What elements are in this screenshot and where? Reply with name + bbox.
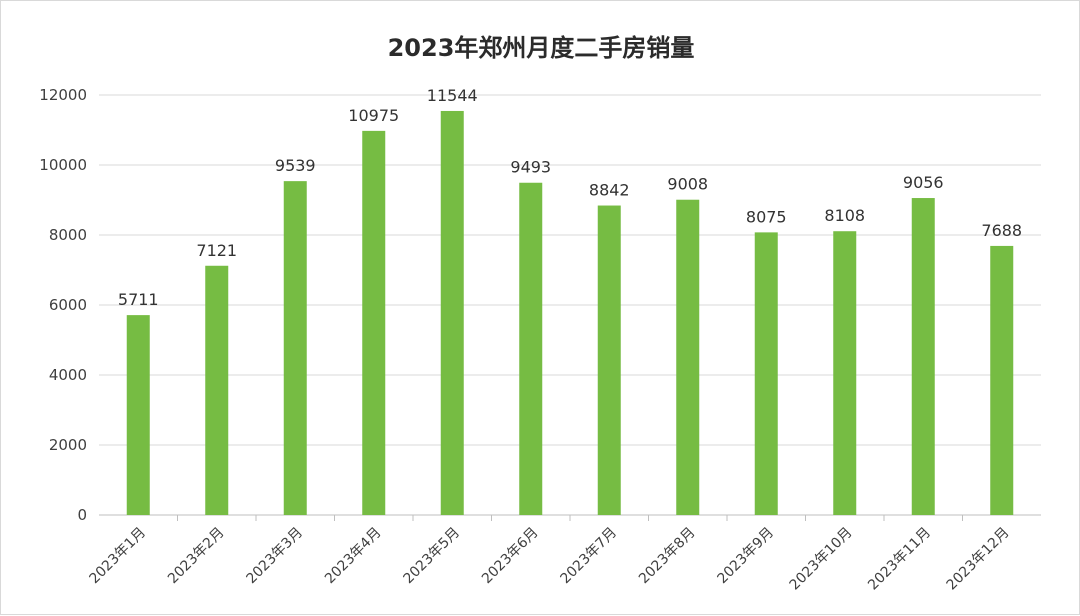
bars <box>126 110 1014 516</box>
bar <box>205 265 229 515</box>
y-tick-label: 8000 <box>49 226 87 244</box>
x-tick-label: 2023年11月 <box>865 525 934 594</box>
data-label: 10975 <box>348 106 399 125</box>
x-tick-label: 2023年10月 <box>787 525 856 594</box>
data-label: 5711 <box>118 290 159 309</box>
x-axis-ticks: 2023年1月 2023年2月 2023年3月 2023年4月 2023年5月 2023年… <box>86 515 1013 594</box>
data-labels: 5711 7121 9539 10975 11544 9493 8842 9008 8075 81… <box>118 86 1022 309</box>
data-label: 8108 <box>824 206 865 225</box>
bar <box>990 245 1014 516</box>
data-label: 7688 <box>981 221 1022 240</box>
bar <box>911 198 935 516</box>
chart-title: 2023年郑州月度二手房销量 <box>388 34 695 62</box>
bar <box>283 181 307 515</box>
x-tick-label: 2023年5月 <box>400 525 463 588</box>
bar <box>597 205 621 515</box>
data-label: 8075 <box>746 207 787 226</box>
bar <box>440 110 464 516</box>
x-tick-label: 2023年8月 <box>636 525 699 588</box>
bar <box>833 231 857 515</box>
bar <box>126 315 150 515</box>
x-tick-label: 2023年7月 <box>557 525 620 588</box>
bar <box>754 232 778 515</box>
data-label: 7121 <box>196 241 237 260</box>
y-tick-label: 10000 <box>39 156 87 174</box>
gridlines <box>99 94 1041 516</box>
y-tick-label: 12000 <box>39 86 87 104</box>
data-label: 9493 <box>510 158 551 177</box>
data-label: 9539 <box>275 156 316 175</box>
y-tick-label: 2000 <box>49 436 87 454</box>
data-label: 9008 <box>667 175 708 194</box>
x-tick-label: 2023年6月 <box>479 525 542 588</box>
y-tick-label: 4000 <box>49 366 87 384</box>
y-tick-label: 0 <box>77 506 87 524</box>
y-tick-label: 6000 <box>49 296 87 314</box>
bar <box>676 199 700 515</box>
x-tick-label: 2023年9月 <box>714 525 777 588</box>
bar <box>519 182 543 515</box>
data-label: 8842 <box>589 181 630 200</box>
bar <box>362 130 386 515</box>
x-tick-label: 2023年1月 <box>86 525 149 588</box>
x-tick-label: 2023年12月 <box>944 525 1013 594</box>
x-tick-label: 2023年3月 <box>243 525 306 588</box>
x-tick-label: 2023年2月 <box>165 525 228 588</box>
data-label: 9056 <box>903 173 944 192</box>
data-label: 11544 <box>427 86 478 105</box>
y-axis-ticks: 0 2000 4000 6000 8000 10000 12000 <box>39 86 87 524</box>
x-tick-label: 2023年4月 <box>322 525 385 588</box>
